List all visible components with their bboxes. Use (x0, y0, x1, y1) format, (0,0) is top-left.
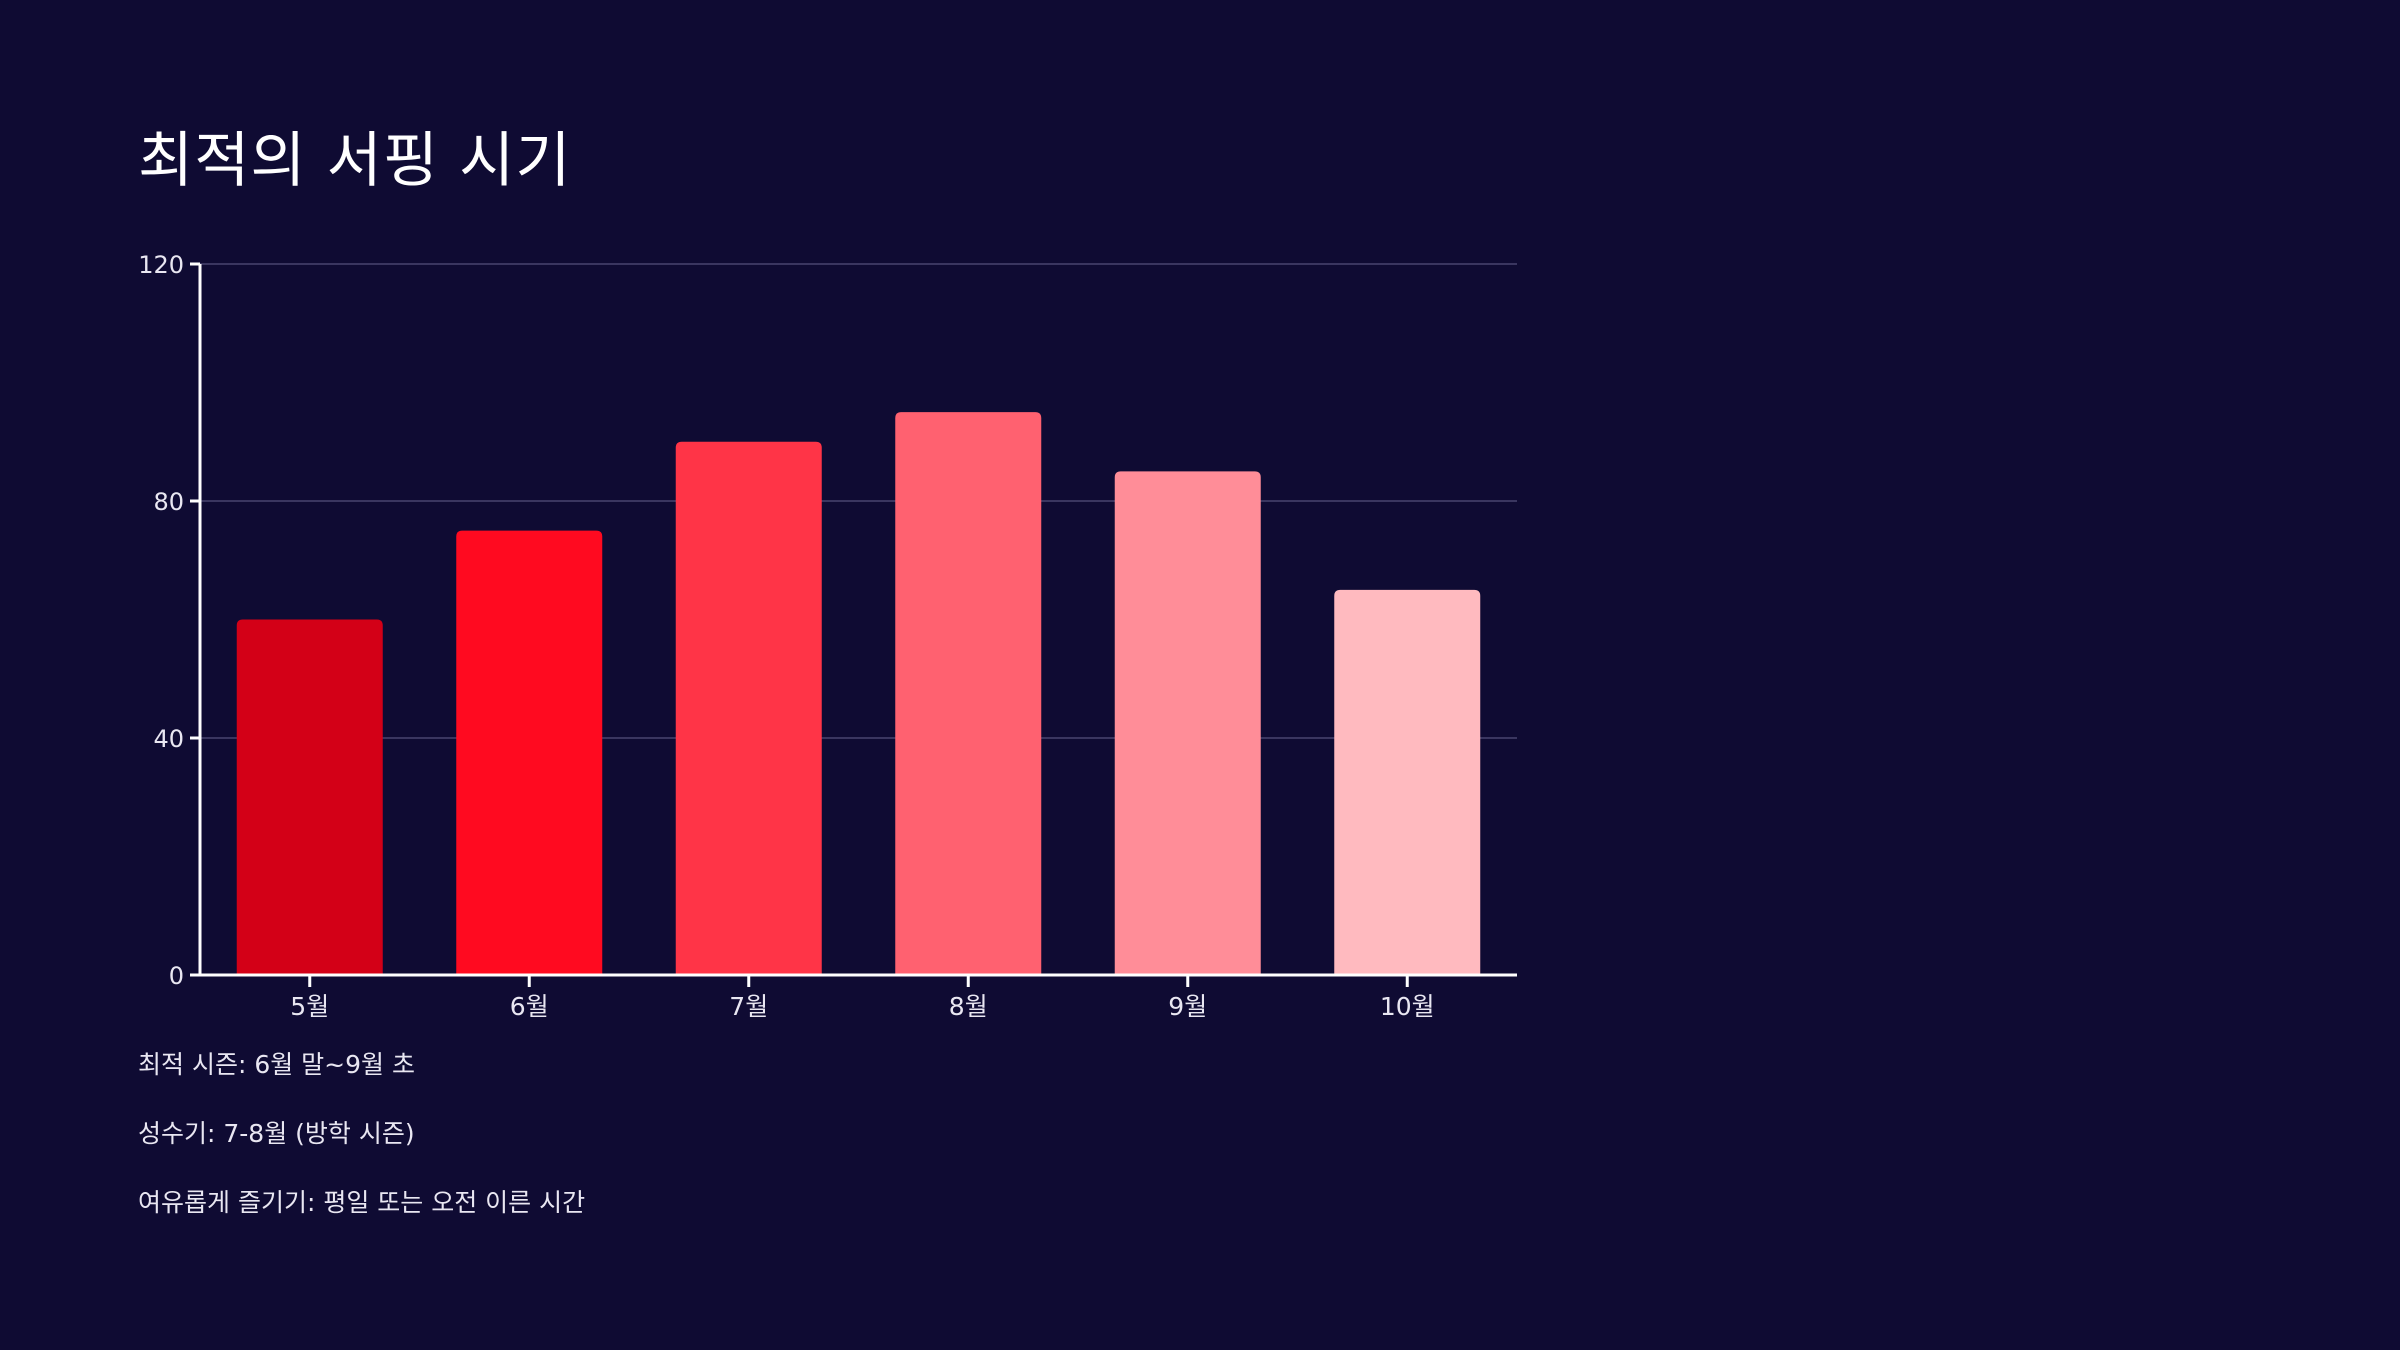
x-tick-label: 5월 (290, 992, 329, 1021)
note-peak-season: 성수기: 7-8월 (방학 시즌) (138, 1119, 415, 1148)
bar-1 (236, 619, 383, 975)
bar-5 (1114, 471, 1261, 975)
axes (190, 262, 1517, 987)
y-tick-label: 40 (153, 725, 184, 753)
bar-4 (895, 412, 1042, 975)
x-tick-label: 10월 (1380, 992, 1435, 1021)
bar-2 (456, 530, 603, 975)
x-tick-label: 6월 (510, 992, 549, 1021)
x-tick-label: 7월 (729, 992, 768, 1021)
grid-lines (200, 263, 1517, 739)
note-best-season: 최적 시즌: 6월 말~9월 초 (138, 1050, 415, 1079)
bars (236, 412, 1481, 975)
tick-labels: 0 40 80 120 5월 6월 7월 8월 9월 10월 (138, 251, 1434, 1021)
y-tick-label: 120 (138, 251, 184, 279)
bar-6 (1334, 589, 1481, 975)
x-tick-label: 8월 (949, 992, 988, 1021)
y-tick-label: 0 (169, 962, 184, 990)
chart-title: 최적의 서핑 시기 (138, 126, 572, 196)
notes-list: 최적 시즌: 6월 말~9월 초 성수기: 7-8월 (방학 시즌) 여유롭게 … (138, 1048, 585, 1255)
x-tick-label: 9월 (1168, 992, 1207, 1021)
y-tick-label: 80 (153, 488, 184, 516)
note-relaxed-tip: 여유롭게 즐기기: 평일 또는 오전 이른 시간 (138, 1188, 586, 1217)
bar-3 (675, 441, 822, 975)
